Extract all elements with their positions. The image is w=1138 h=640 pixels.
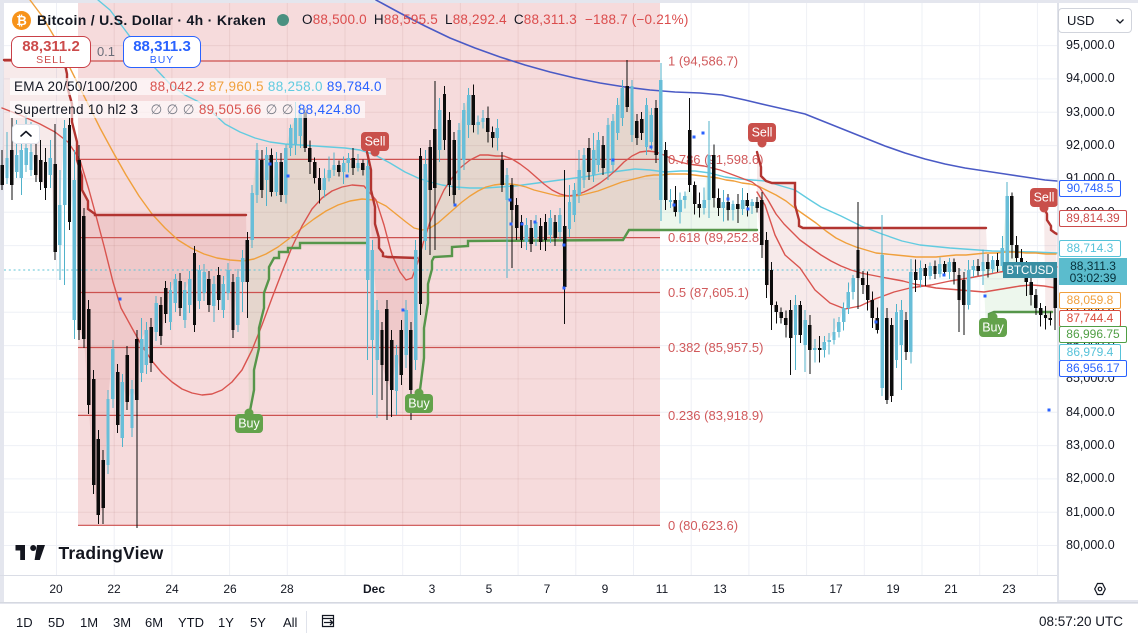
svg-text:Sell: Sell [1034, 191, 1055, 205]
svg-text:1 (94,586.7): 1 (94,586.7) [668, 54, 738, 69]
svg-text:Sell: Sell [752, 126, 773, 140]
svg-text:Sell: Sell [365, 135, 386, 149]
svg-text:0.618 (89,252.8): 0.618 (89,252.8) [668, 230, 763, 245]
svg-text:0.786 (91,598.6): 0.786 (91,598.6) [668, 152, 763, 167]
svg-text:0.382 (85,957.5): 0.382 (85,957.5) [668, 340, 763, 355]
svg-text:BTCUSD: BTCUSD [1006, 265, 1053, 277]
svg-text:0 (80,623.6): 0 (80,623.6) [668, 518, 738, 533]
svg-text:0.5 (87,605.1): 0.5 (87,605.1) [668, 285, 749, 300]
svg-text:Buy: Buy [408, 397, 430, 411]
svg-text:0.236 (83,918.9): 0.236 (83,918.9) [668, 408, 763, 423]
svg-text:Buy: Buy [982, 321, 1004, 335]
svg-text:Buy: Buy [238, 417, 260, 431]
